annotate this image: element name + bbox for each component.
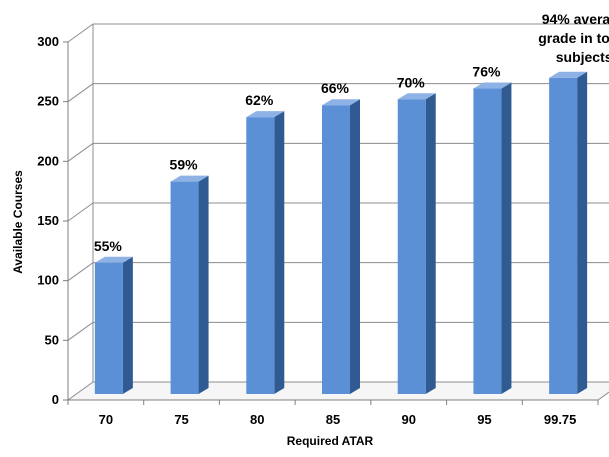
x-tick-label: 70 (99, 412, 113, 427)
y-tick-label: 250 (37, 94, 59, 109)
bar (246, 117, 275, 395)
gridline-diagonal (67, 262, 94, 282)
data-labels: 55% 59% 62% 66% 70% 76% 94% averagegrade in to… (94, 11, 609, 254)
y-tick-label: 0 (52, 392, 59, 407)
bar-top (473, 82, 512, 89)
bar (170, 181, 199, 394)
bar (473, 88, 502, 394)
x-tick-label: 75 (174, 412, 188, 427)
data-label: 59% (170, 157, 199, 173)
bar-side (122, 256, 133, 394)
x-tick-label: 85 (326, 412, 340, 427)
bar (94, 262, 123, 394)
gridline-diagonal (67, 202, 94, 222)
data-label: 55% (94, 238, 123, 254)
y-tick-label: 50 (45, 332, 59, 347)
tick-labels: 0 50 100 150 200 250 300 70 75 80 85 90 95 99.75 (37, 34, 576, 427)
x-axis-title: Required ATAR (287, 434, 374, 448)
bar-top (549, 71, 588, 78)
bar-side (577, 71, 588, 395)
data-label: 94% averagegrade in top 4subjects (538, 11, 609, 65)
y-axis-title: Available Courses (11, 170, 25, 274)
data-label: 62% (245, 92, 274, 108)
bar (549, 77, 578, 395)
x-tick-label: 95 (477, 412, 491, 427)
data-label: 70% (397, 74, 426, 90)
bar (322, 105, 350, 394)
bar-top (94, 256, 133, 263)
x-tick-label: 90 (401, 412, 415, 427)
bar-side (425, 93, 436, 394)
x-tick-label: 99.75 (544, 412, 577, 427)
y-tick-label: 300 (37, 34, 59, 49)
y-tick-label: 100 (37, 273, 59, 288)
bar-side (350, 99, 360, 394)
bar-side (198, 175, 209, 394)
gridline-diagonal (67, 83, 94, 103)
gridline-diagonal (67, 321, 94, 341)
bar-side (501, 82, 512, 394)
axes (63, 41, 599, 405)
bar-top (170, 175, 209, 182)
bar (397, 99, 426, 394)
bars (94, 71, 588, 395)
bar-top (322, 99, 360, 106)
bar-top (397, 93, 436, 100)
bar-side (274, 111, 285, 395)
x-tick-label: 80 (250, 412, 264, 427)
gridline-diagonal (67, 23, 94, 43)
data-label: 66% (321, 80, 350, 96)
data-label: 76% (472, 64, 501, 80)
bar-top (246, 111, 285, 118)
y-tick-label: 150 (37, 213, 59, 228)
y-tick-label: 200 (37, 153, 59, 168)
gridline-diagonal (67, 142, 94, 162)
